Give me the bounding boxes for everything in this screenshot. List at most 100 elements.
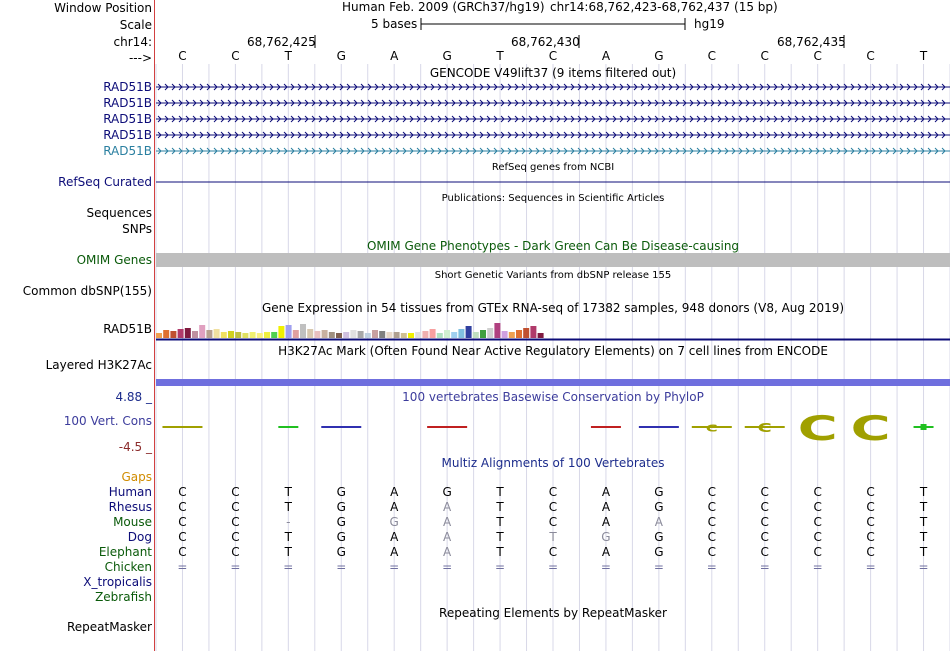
gencode-item-label[interactable]: RAD51B — [103, 80, 152, 94]
alignment-base: A — [443, 500, 452, 514]
strand-arrow — [920, 147, 925, 155]
strand-arrow — [507, 83, 512, 91]
strand-arrow — [738, 131, 743, 139]
strand-arrow — [535, 99, 540, 107]
strand-arrow — [689, 131, 694, 139]
strand-arrow — [787, 83, 792, 91]
strand-arrow — [234, 131, 239, 139]
gtex-bar — [393, 332, 400, 338]
dbsnp-track-label[interactable]: Common dbSNP(155) — [22, 284, 152, 298]
alignment-base: C — [760, 500, 769, 514]
snps-track-label[interactable]: SNPs — [122, 222, 152, 236]
alignment-base: = — [653, 560, 664, 574]
alignment-base: C — [760, 530, 769, 544]
strand-arrow — [423, 83, 428, 91]
strand-arrow — [829, 83, 834, 91]
strand-arrow — [675, 115, 680, 123]
gtex-track-label[interactable]: RAD51B — [103, 322, 152, 336]
strand-arrow — [185, 99, 190, 107]
strand-arrow — [178, 99, 183, 107]
strand-arrow — [745, 147, 750, 155]
position-readout[interactable]: chr14:68,762,423-68,762,437 (15 bp) — [550, 0, 778, 14]
strand-arrow — [563, 147, 568, 155]
strand-arrow — [584, 99, 589, 107]
alignment-base: C — [813, 485, 822, 499]
strand-arrow — [409, 83, 414, 91]
strand-arrow — [451, 83, 456, 91]
strand-arrow — [794, 147, 799, 155]
base-letter: C — [866, 49, 875, 63]
strand-arrow — [535, 115, 540, 123]
strand-arrow — [864, 115, 869, 123]
strand-arrow — [388, 131, 393, 139]
strand-arrow — [269, 131, 274, 139]
strand-arrow — [703, 83, 708, 91]
strand-arrow — [710, 131, 715, 139]
alignment-base: = — [865, 560, 876, 574]
gencode-track-title: GENCODE V49lift37 (9 items filtered out) — [429, 66, 677, 80]
gtex-bar — [379, 331, 386, 338]
gencode-item-label[interactable]: RAD51B — [103, 144, 152, 158]
strand-arrow — [346, 99, 351, 107]
strand-arrow — [458, 147, 463, 155]
base-letter: C — [548, 49, 558, 63]
strand-arrow — [829, 131, 834, 139]
strand-arrow — [262, 147, 267, 155]
strand-arrow — [311, 131, 316, 139]
strand-arrow — [367, 83, 372, 91]
scale-text: 5 bases — [371, 17, 418, 31]
phylop-max-label: 4.88 _ — [115, 390, 152, 404]
strand-arrow — [437, 131, 442, 139]
strand-arrow — [479, 115, 484, 123]
gencode-item-label[interactable]: RAD51B — [103, 112, 152, 126]
strand-arrow — [220, 83, 225, 91]
strand-arrow — [528, 99, 533, 107]
strand-arrow — [577, 115, 582, 123]
sequences-track-label[interactable]: Sequences — [86, 206, 152, 220]
species-label: X_tropicalis — [83, 575, 152, 589]
alignment-base: C — [231, 515, 240, 529]
strand-arrow — [409, 131, 414, 139]
strand-arrow — [577, 131, 582, 139]
coord-label: 68,762,435 — [777, 35, 846, 49]
gtex-bar — [285, 325, 292, 338]
strand-arrow — [563, 131, 568, 139]
alignment-base: C — [760, 515, 769, 529]
strand-arrow — [255, 99, 260, 107]
alignment-base: G — [389, 515, 399, 529]
strand-arrow — [584, 131, 589, 139]
omim-track-label[interactable]: OMIM Genes — [76, 253, 152, 267]
phylop-track-label[interactable]: 100 Vert. Cons — [63, 414, 152, 428]
strand-arrow — [626, 83, 631, 91]
gtex-bar — [415, 332, 422, 338]
strand-arrow — [479, 83, 484, 91]
alignment-base: C — [178, 545, 187, 559]
strand-arrow — [850, 131, 855, 139]
strand-arrow — [591, 147, 596, 155]
strand-arrow — [360, 83, 365, 91]
strand-arrow — [689, 83, 694, 91]
strand-arrow — [500, 147, 505, 155]
gencode-item-label[interactable]: RAD51B — [103, 128, 152, 142]
refseq-track-label[interactable]: RefSeq Curated — [58, 175, 152, 189]
strand-arrow — [353, 147, 358, 155]
strand-arrow — [703, 99, 708, 107]
strand-arrow — [892, 147, 897, 155]
strand-arrow — [514, 99, 519, 107]
h3k27-track-label[interactable]: Layered H3K27Ac — [45, 358, 152, 372]
strand-arrow — [486, 147, 491, 155]
repeat-track-label[interactable]: RepeatMasker — [66, 620, 152, 634]
strand-arrow — [514, 131, 519, 139]
alignment-base: G — [601, 530, 611, 544]
gencode-item-label[interactable]: RAD51B — [103, 96, 152, 110]
strand-arrow — [570, 131, 575, 139]
strand-arrow — [332, 131, 337, 139]
gtex-bar — [228, 331, 234, 338]
strand-arrow — [304, 131, 309, 139]
strand-arrow — [332, 99, 337, 107]
strand-arrow — [332, 147, 337, 155]
strand-arrow — [843, 131, 848, 139]
strand-arrow — [661, 99, 666, 107]
alignment-base: G — [654, 485, 664, 499]
strand-arrow — [255, 131, 260, 139]
